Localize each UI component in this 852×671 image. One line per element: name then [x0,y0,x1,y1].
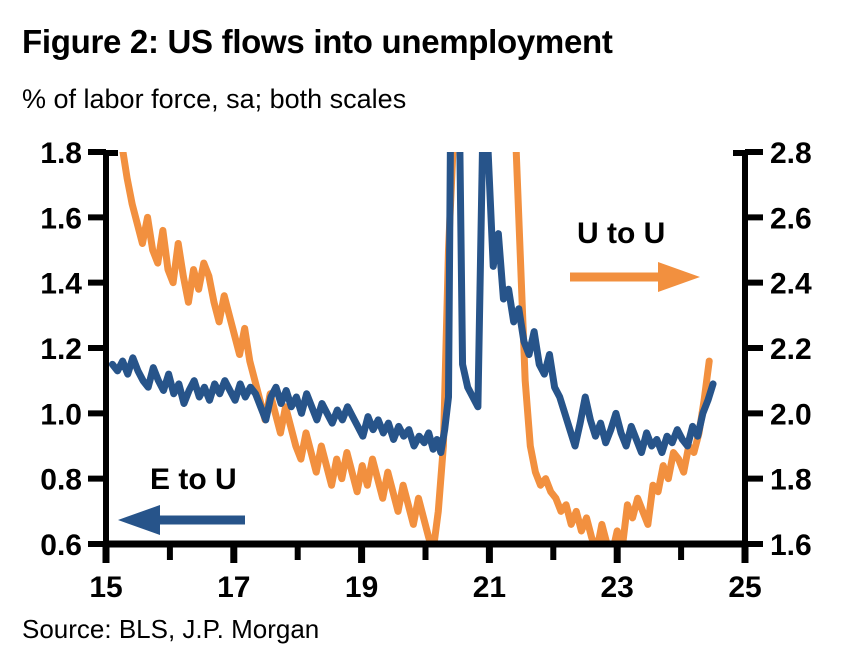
series-line-u-to-u [119,152,713,544]
annotation-label-u-to-u: U to U [577,217,665,250]
left-tick-label: 0.6 [40,529,82,562]
left-tick-label: 0.8 [40,464,82,497]
left-tick-label: 1.2 [40,333,82,366]
right-axis-ticks: 1.6 1.8 2.0 2.2 2.4 2.6 2.8 [745,137,812,562]
figure-source: Source: BLS, J.P. Morgan [22,614,320,644]
right-tick-label: 2.2 [770,333,812,366]
left-axis-ticks: 0.6 0.8 1.0 1.2 1.4 1.6 1.8 [40,137,106,562]
x-tick-label: 15 [89,571,122,604]
x-axis-ticks: 15 17 19 21 23 25 [89,544,762,604]
x-tick-label: 19 [345,571,378,604]
right-tick-label: 2.4 [770,268,812,301]
right-tick-label: 2.0 [770,398,812,431]
figure-subtitle: % of labor force, sa; both scales [22,84,407,114]
left-tick-label: 1.0 [40,398,82,431]
series-group [108,152,717,544]
annotation-label-e-to-u: E to U [150,463,237,496]
right-tick-label: 1.6 [770,529,812,562]
right-tick-label: 2.6 [770,202,812,235]
x-tick-label: 23 [601,571,634,604]
right-tick-label: 1.8 [770,464,812,497]
x-tick-label: 21 [473,571,506,604]
left-tick-label: 1.8 [40,137,82,170]
left-tick-label: 1.4 [40,268,82,301]
left-arrow-icon [118,505,245,535]
right-tick-label: 2.8 [770,137,812,170]
figure-title: Figure 2: US flows into unemployment [22,23,613,60]
series-line-e-to-u [108,152,717,457]
plot-background [106,152,745,544]
x-tick-label: 17 [217,571,250,604]
left-tick-label: 1.6 [40,202,82,235]
x-tick-label: 25 [728,571,761,604]
right-arrow-icon [570,262,700,292]
